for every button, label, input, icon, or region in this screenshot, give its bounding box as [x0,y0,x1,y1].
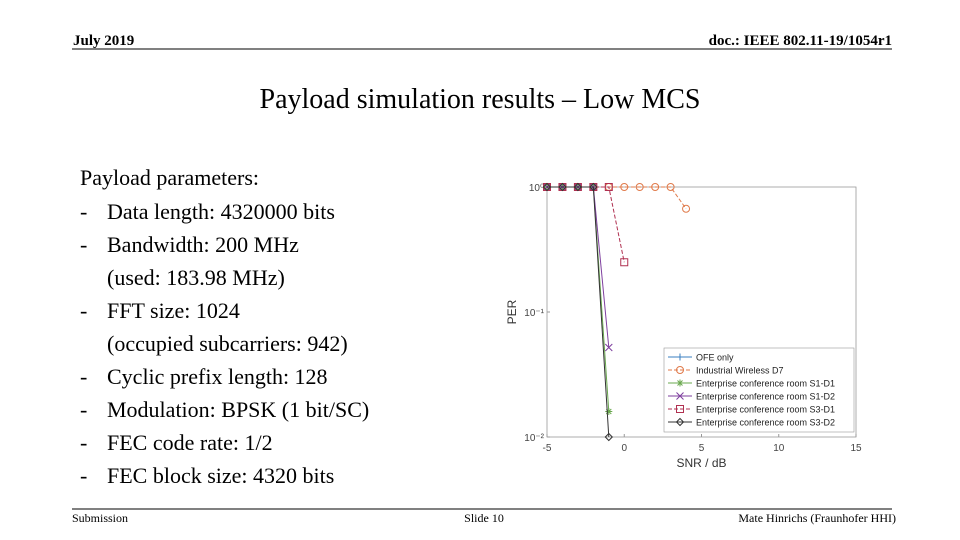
marker [558,183,567,191]
legend-label: Enterprise conference room S1-D2 [696,392,835,402]
bullet-text: FEC code rate: 1/2 [107,430,273,455]
marker [604,432,614,442]
marker [676,405,684,413]
x-tick-label: 5 [699,443,705,454]
y-tick-label: 10⁻¹ [524,308,544,319]
bullet-text: Cyclic prefix length: 128 [107,364,328,389]
marker [589,182,598,192]
bullet: - [80,430,87,455]
marker [604,343,613,352]
bullet-text: Bandwidth: 200 MHz [107,232,299,257]
x-tick-label: -5 [543,443,552,454]
marker [676,379,684,387]
x-tick-label: 15 [850,443,862,454]
marker [635,183,644,191]
marker [605,407,613,415]
slide-title: Payload simulation results – Low MCS [260,84,701,115]
bullet: - [80,199,87,224]
series-line [547,186,610,412]
footer-right: Mate Hinrichs (Fraunhofer HHI) [738,511,896,525]
bullet-text: Data length: 4320000 bits [107,199,335,224]
marker [542,182,552,192]
marker [558,182,567,192]
legend-label: Enterprise conference room S3-D2 [696,418,835,428]
legend-label: Industrial Wireless D7 [696,366,784,376]
legend-label: Enterprise conference room S1-D1 [696,379,835,389]
marker [676,366,684,374]
marker [620,183,629,191]
marker [573,183,582,191]
series-line [547,186,625,263]
marker [620,258,629,267]
footer-left: Submission [72,511,128,525]
x-tick-label: 0 [621,443,627,454]
marker [543,183,551,191]
marker [676,353,684,361]
marker [675,417,685,427]
series-line [547,186,687,210]
chart: -5 0 5 10 15 10⁰ 10⁻¹ 10⁻² SNR / dB PER OFE only In… [505,182,862,470]
bullet: - [80,463,87,488]
marker [676,392,684,400]
bullet: - [80,232,87,257]
bullet: - [80,298,87,323]
bullet-text: FFT size: 1024 [107,298,240,323]
body-heading: Payload parameters: [80,165,259,190]
legend-box [663,347,855,433]
marker [666,183,675,191]
y-axis-label: PER [505,299,519,324]
header-date: July 2019 [73,33,134,49]
bullet-note: (used: 183.98 MHz) [107,265,285,290]
marker [682,204,691,213]
x-axis-label: SNR / dB [676,456,726,470]
y-tick-label: 10⁻² [524,433,544,444]
bullet: - [80,397,87,422]
marker [604,183,613,191]
marker [651,183,660,191]
bullet-text: FEC block size: 4320 bits [107,463,334,488]
header-doc: doc.: IEEE 802.11-19/1054r1 [709,33,892,49]
bullet-note: (occupied subcarriers: 942) [107,331,348,356]
footer-center: Slide 10 [464,511,504,525]
bullet: - [80,364,87,389]
legend-label: Enterprise conference room S3-D1 [696,405,835,415]
legend-label: OFE only [696,353,734,363]
series-line [547,186,610,438]
y-tick-label: 10⁰ [529,183,544,194]
series-line [547,186,610,348]
marker [589,183,598,191]
x-tick-label: 10 [773,443,785,454]
marker [573,182,583,192]
bullet-text: Modulation: BPSK (1 bit/SC) [107,397,369,422]
